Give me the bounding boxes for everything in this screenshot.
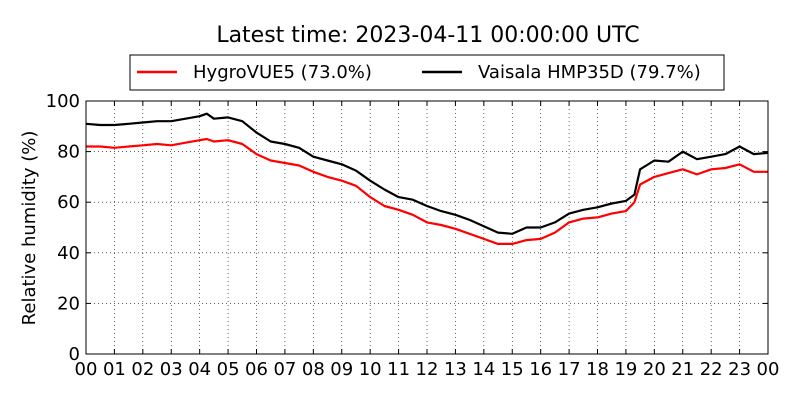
x-tick-label: 23: [728, 359, 751, 380]
x-tick-label: 18: [586, 359, 609, 380]
y-tick-label: 0: [69, 344, 80, 365]
legend-label-hygrovue5: HygroVUE5 (73.0%): [193, 62, 372, 83]
y-tick-label: 40: [57, 243, 80, 264]
grid: [86, 101, 768, 354]
y-tick-label: 100: [46, 91, 80, 112]
x-tick-label: 11: [387, 359, 410, 380]
x-tick-label: 10: [359, 359, 382, 380]
ticks: 00 01 02 03 04 05 06 07 08 09 10 11 12 13 14 15 16 17 18 19…: [46, 91, 780, 380]
x-tick-label: 21: [671, 359, 694, 380]
y-tick-label: 20: [57, 293, 80, 314]
x-tick-label: 08: [302, 359, 325, 380]
x-tick-label: 00: [757, 359, 780, 380]
legend: HygroVUE5 (73.0%) Vaisala HMP35D (79.7%): [129, 54, 725, 91]
x-tick-label: 02: [131, 359, 154, 380]
x-tick-label: 14: [472, 359, 495, 380]
x-tick-label: 00: [75, 359, 98, 380]
x-tick-label: 17: [558, 359, 581, 380]
y-tick-label: 60: [57, 192, 80, 213]
x-tick-label: 19: [614, 359, 637, 380]
series-line-vaisala: [85, 112, 769, 235]
plot-frame: [85, 100, 769, 355]
chart-title: Latest time: 2023-04-11 00:00:00 UTC: [216, 23, 639, 48]
x-tick-label: 20: [643, 359, 666, 380]
x-tick-label: 12: [416, 359, 439, 380]
x-tick-label: 22: [700, 359, 723, 380]
series-line-hygrovue5: [86, 137, 768, 245]
legend-label-vaisala: Vaisala HMP35D (79.7%): [478, 62, 701, 83]
x-tick-label: 03: [160, 359, 183, 380]
y-tick-label: 80: [57, 142, 80, 163]
x-tick-label: 16: [529, 359, 552, 380]
x-tick-label: 06: [245, 359, 268, 380]
x-tick-label: 07: [273, 359, 296, 380]
x-tick-label: 15: [501, 359, 524, 380]
x-tick-label: 04: [188, 359, 211, 380]
series-layer: [85, 112, 769, 245]
x-tick-label: 05: [217, 359, 240, 380]
x-tick-label: 01: [103, 359, 126, 380]
x-tick-label: 09: [330, 359, 353, 380]
x-tick-label: 13: [444, 359, 467, 380]
y-axis-label: Relative humidity (%): [19, 131, 40, 326]
